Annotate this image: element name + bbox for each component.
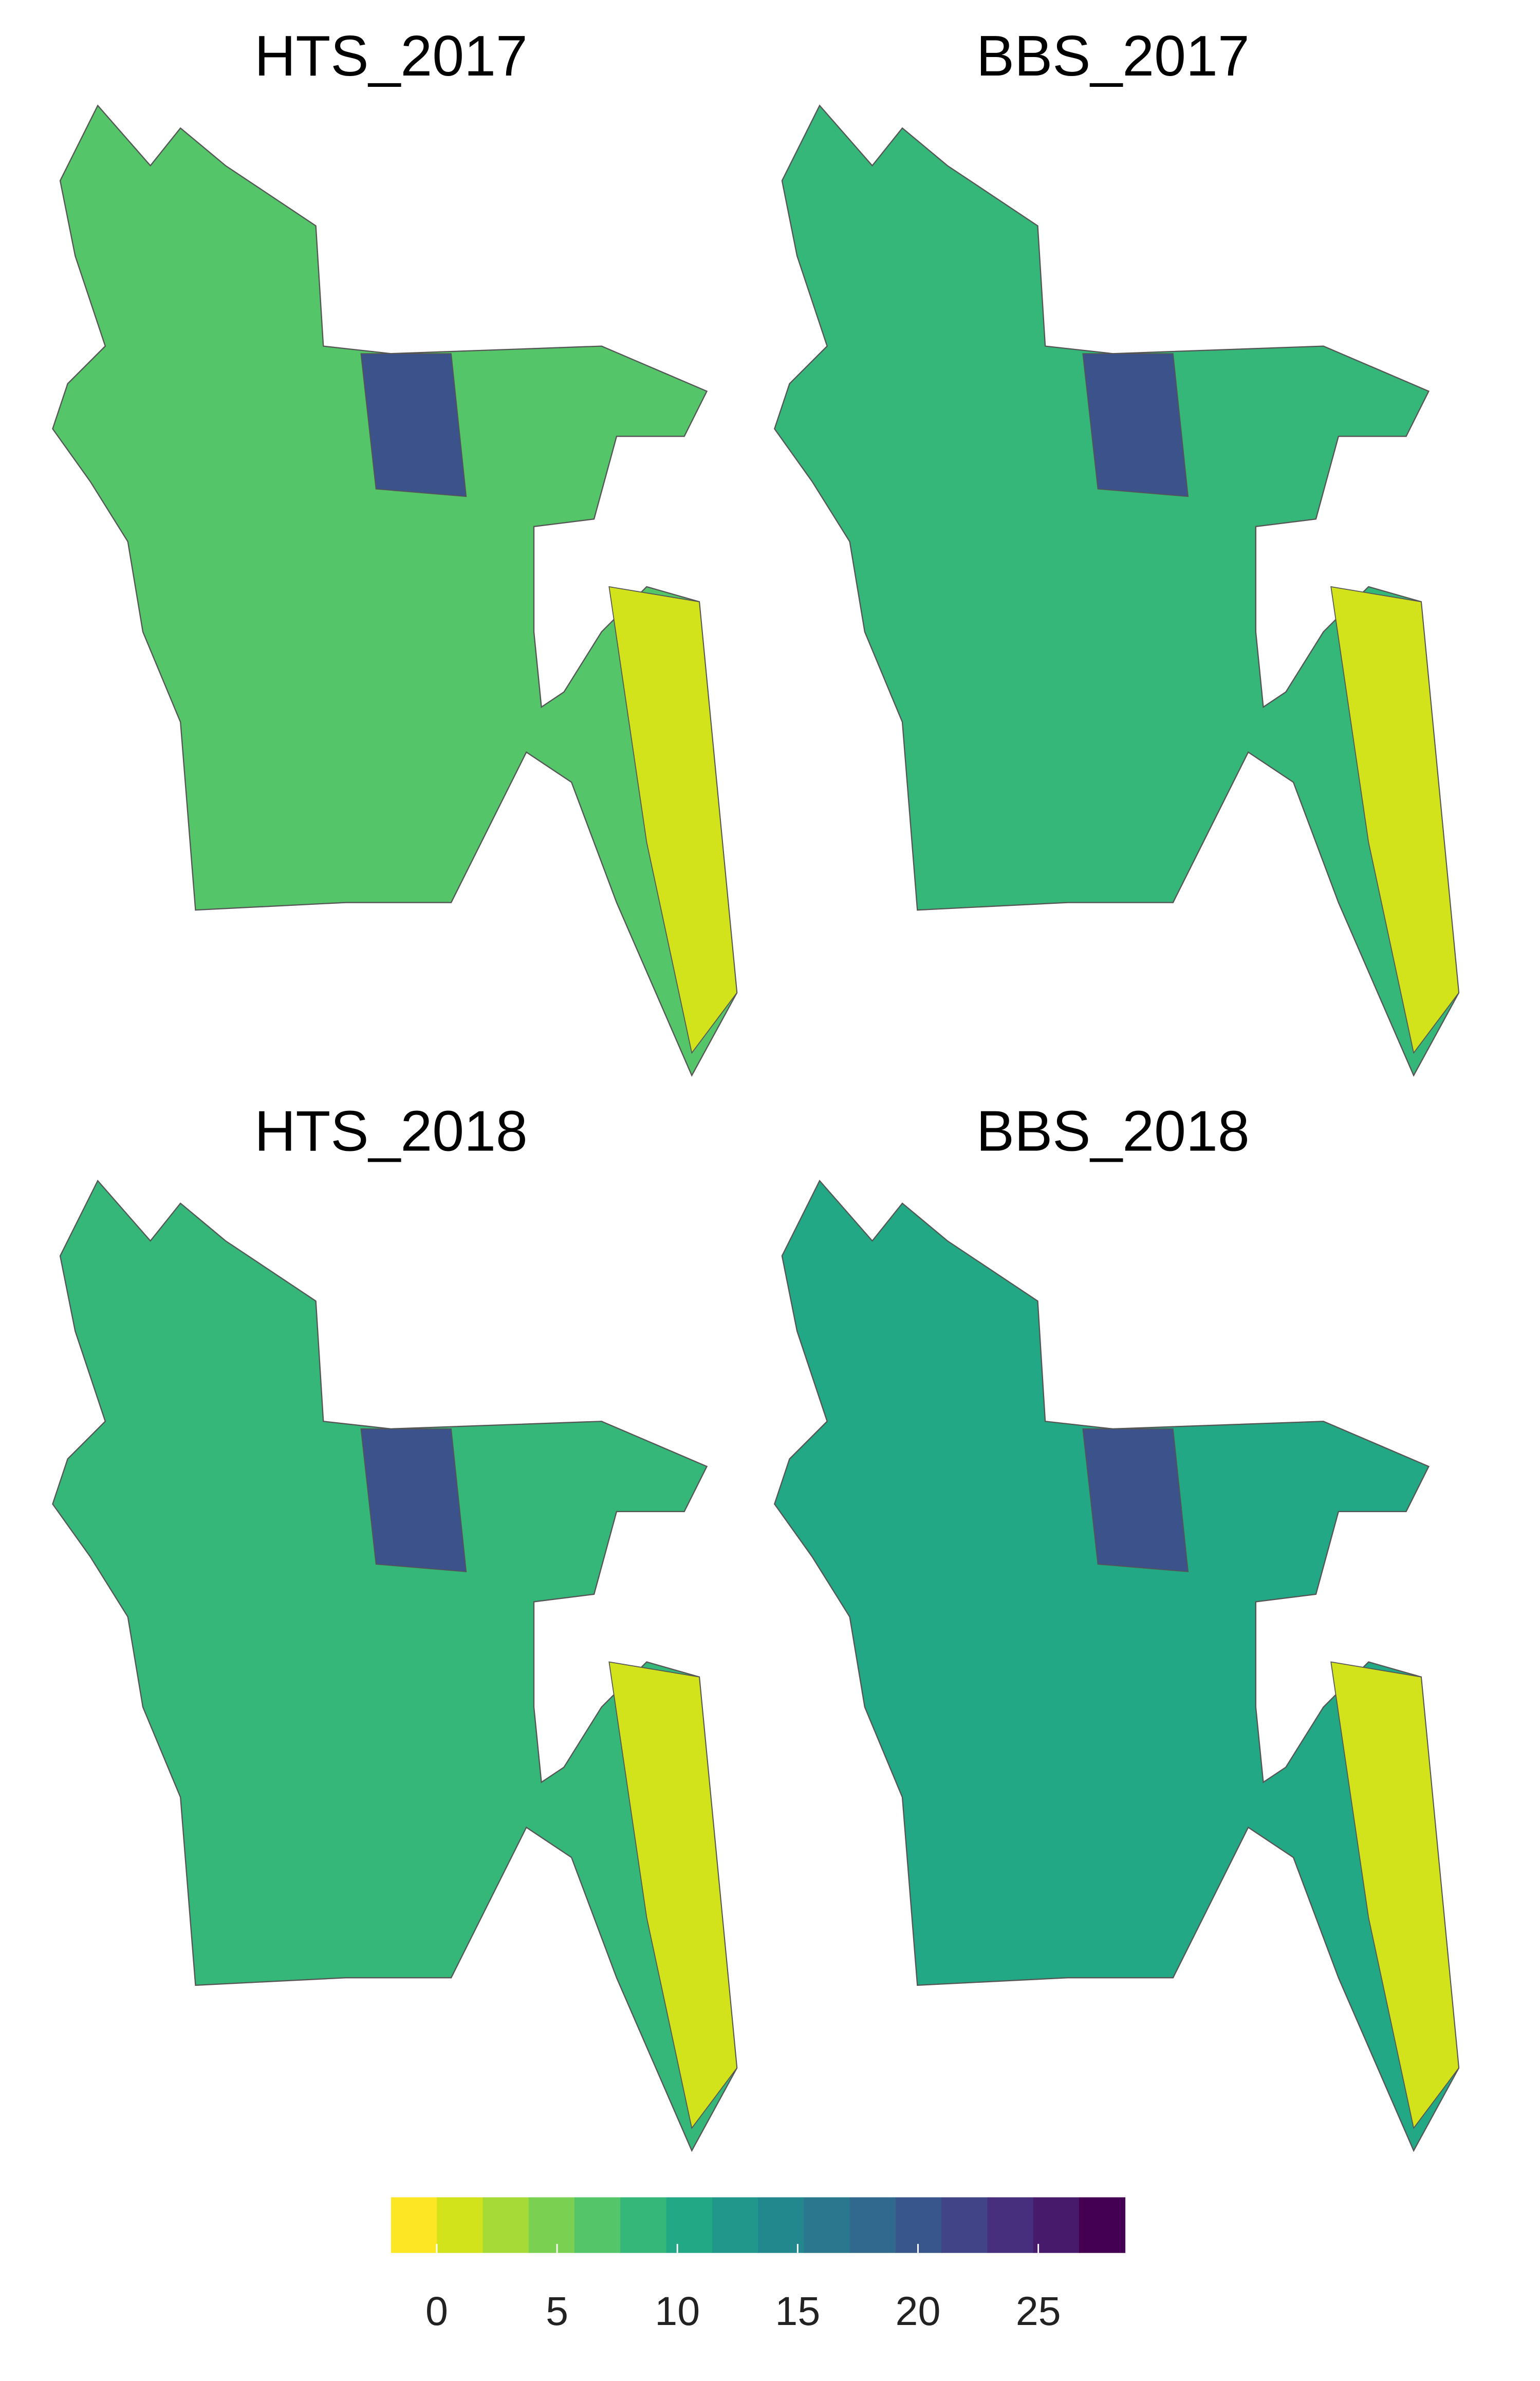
- legend-tick-label: 20: [896, 2288, 941, 2334]
- inner-region: [360, 1428, 467, 1572]
- inner-region: [1330, 586, 1459, 1054]
- legend-tick-label: 0: [425, 2288, 448, 2334]
- legend-tick-label: 15: [775, 2288, 820, 2334]
- inner-region: [360, 353, 467, 497]
- legend-swatch: [987, 2197, 1034, 2253]
- legend-swatch: [620, 2197, 667, 2253]
- panels: HTS_2017 BBS_2017 HTS_2018 BBS_2018: [52, 24, 1460, 2152]
- inner-region: [1082, 1428, 1189, 1572]
- legend-swatch: [849, 2197, 896, 2253]
- legend-swatch: [941, 2197, 988, 2253]
- panel-title: BBS_2017: [976, 24, 1250, 88]
- inner-region: [1082, 353, 1189, 497]
- inner-region: [608, 586, 738, 1054]
- legend-swatch: [666, 2197, 713, 2253]
- legend-swatch: [804, 2197, 850, 2253]
- legend: 0 5 10 15 20 25: [391, 2197, 1126, 2334]
- legend-swatch: [437, 2197, 484, 2253]
- inner-region: [608, 1661, 738, 2129]
- legend-swatch: [574, 2197, 621, 2253]
- legend-swatch: [895, 2197, 942, 2253]
- map-panel: HTS_2018: [52, 1099, 738, 2152]
- legend-swatch: [391, 2197, 438, 2253]
- panel-title: HTS_2017: [254, 24, 528, 88]
- inner-region: [1330, 1661, 1459, 2129]
- map-panel: HTS_2017: [52, 24, 738, 1077]
- legend-swatch: [1079, 2197, 1126, 2253]
- legend-tick-label: 5: [546, 2288, 568, 2334]
- panel-title: BBS_2018: [976, 1099, 1250, 1163]
- legend-tick-label: 10: [655, 2288, 700, 2334]
- legend-tick-label: 25: [1016, 2288, 1061, 2334]
- panel-title: HTS_2018: [254, 1099, 528, 1163]
- legend-swatch: [483, 2197, 529, 2253]
- map-panel: BBS_2017: [773, 24, 1460, 1077]
- legend-swatch: [712, 2197, 758, 2253]
- legend-swatch: [1033, 2197, 1080, 2253]
- legend-swatch: [758, 2197, 805, 2253]
- map-panel: BBS_2018: [773, 1099, 1460, 2152]
- legend-swatch: [528, 2197, 575, 2253]
